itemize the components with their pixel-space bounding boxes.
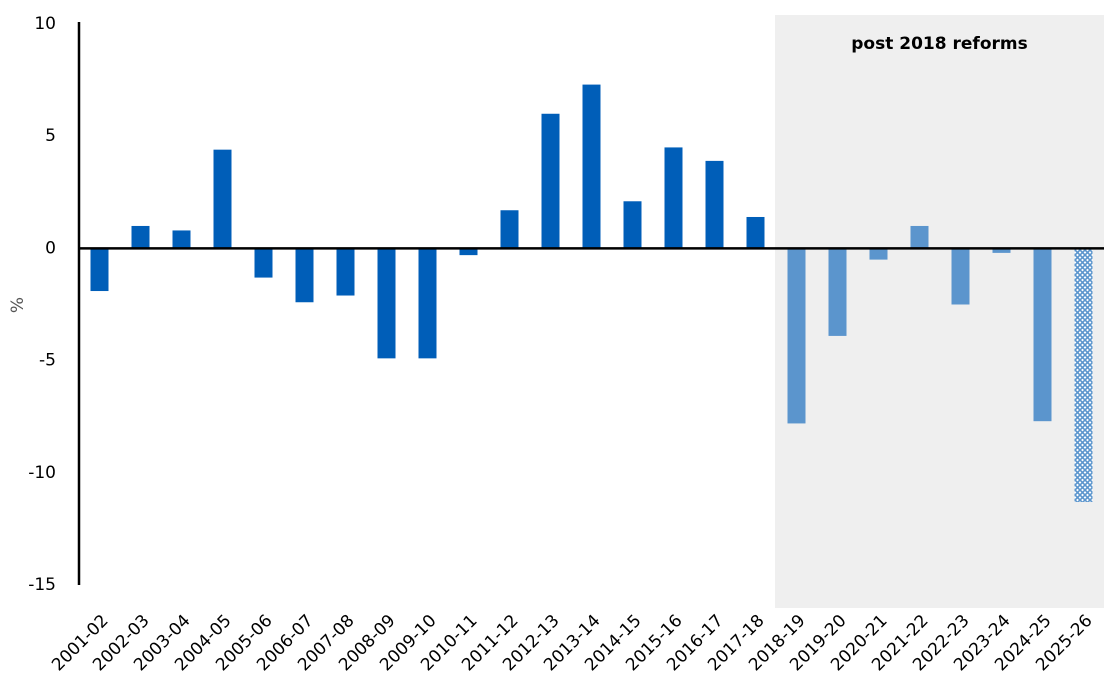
bar xyxy=(623,201,642,249)
shaded-region xyxy=(775,15,1104,608)
bar xyxy=(254,248,273,278)
y-tick-label: 0 xyxy=(45,238,56,258)
bar xyxy=(1074,248,1093,502)
bar xyxy=(172,230,191,249)
bar xyxy=(869,248,888,260)
bar xyxy=(910,225,929,249)
bar xyxy=(336,248,355,296)
bar xyxy=(828,248,847,336)
y-tick-label: -15 xyxy=(28,575,56,595)
y-tick-label: 5 xyxy=(45,126,56,146)
bar xyxy=(377,248,396,359)
bar xyxy=(746,216,765,249)
bar xyxy=(705,160,724,249)
bar xyxy=(541,113,560,249)
bar xyxy=(951,248,970,305)
y-axis-label: % xyxy=(8,297,28,313)
bar xyxy=(418,248,437,359)
bar xyxy=(90,248,109,292)
bar xyxy=(787,248,806,424)
y-tick-label: 10 xyxy=(34,14,56,34)
y-tick-label: -10 xyxy=(28,463,56,483)
bar xyxy=(459,248,478,256)
y-tick-label: -5 xyxy=(39,351,56,371)
bar xyxy=(131,225,150,249)
region-label: post 2018 reforms xyxy=(851,34,1027,54)
bar xyxy=(582,84,601,249)
bar xyxy=(1033,248,1052,422)
bar xyxy=(500,210,519,249)
bar xyxy=(213,149,232,249)
bar xyxy=(664,147,683,249)
bar xyxy=(992,248,1011,253)
bar xyxy=(295,248,314,303)
